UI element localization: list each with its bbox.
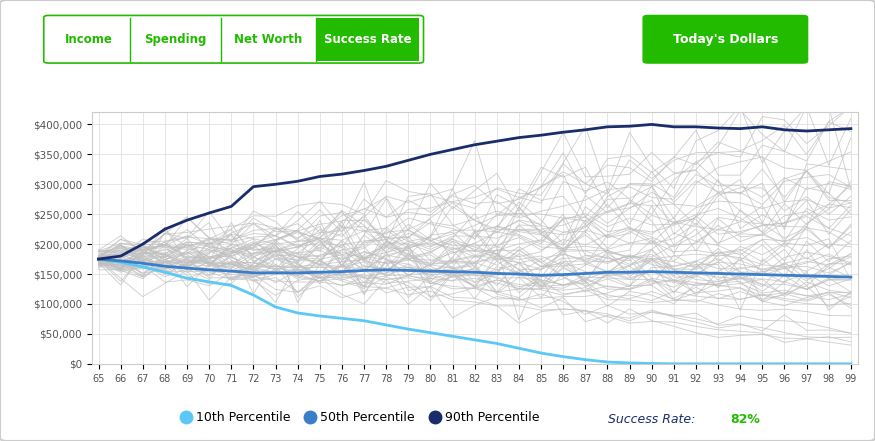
Text: Success Rate: Success Rate (324, 33, 411, 46)
Text: 82%: 82% (731, 413, 760, 426)
Text: Success Rate:: Success Rate: (608, 413, 699, 426)
Text: Net Worth: Net Worth (234, 33, 303, 46)
Text: Spending: Spending (144, 33, 206, 46)
Text: Today's Dollars: Today's Dollars (673, 33, 778, 46)
Legend: 10th Percentile, 50th Percentile, 90th Percentile: 10th Percentile, 50th Percentile, 90th P… (176, 406, 544, 429)
Text: Income: Income (65, 33, 113, 46)
